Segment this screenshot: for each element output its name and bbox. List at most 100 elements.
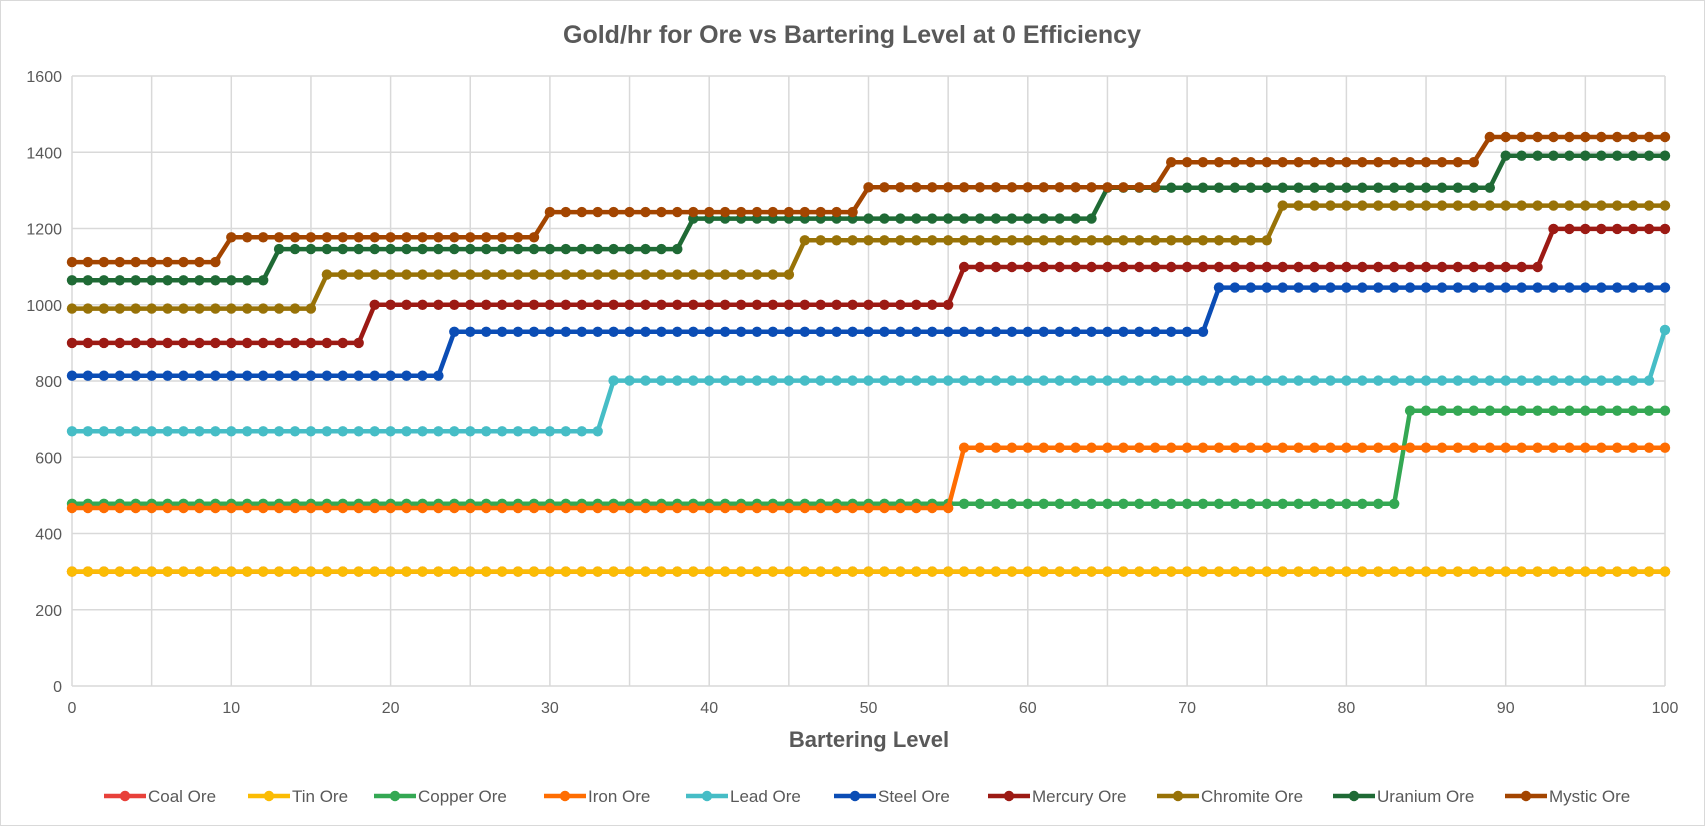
data-point	[1404, 375, 1416, 386]
data-point	[1086, 442, 1097, 453]
data-point	[1229, 282, 1241, 293]
data-point	[1277, 157, 1288, 168]
data-point	[369, 502, 380, 514]
data-point	[1054, 261, 1065, 273]
data-point	[194, 566, 205, 577]
data-point	[1627, 131, 1639, 143]
data-point	[1166, 498, 1177, 509]
data-point	[767, 326, 779, 337]
data-point	[401, 269, 412, 280]
data-point	[815, 326, 826, 337]
data-point	[1309, 498, 1320, 509]
data-point	[1213, 157, 1225, 168]
data-point	[943, 299, 954, 310]
data-point	[130, 337, 141, 349]
data-point	[640, 269, 651, 280]
data-point	[130, 275, 141, 286]
x-tick-label: 60	[1019, 700, 1037, 717]
data-point	[1181, 566, 1193, 577]
data-point	[1627, 223, 1639, 235]
data-point	[576, 566, 587, 577]
data-point	[544, 326, 556, 337]
data-point	[1357, 566, 1368, 577]
data-point	[1181, 326, 1193, 337]
data-point	[719, 502, 731, 514]
data-point	[624, 269, 635, 280]
data-point	[927, 502, 938, 514]
data-point	[1420, 566, 1432, 577]
data-point	[1022, 213, 1033, 224]
data-point	[927, 235, 938, 246]
data-point	[273, 337, 285, 349]
data-point	[1564, 200, 1575, 211]
x-tick-label: 80	[1338, 700, 1356, 717]
data-point	[1150, 235, 1161, 246]
data-point	[799, 566, 810, 577]
data-point	[528, 566, 540, 577]
data-point	[82, 370, 94, 381]
data-point	[1245, 375, 1257, 386]
data-point	[735, 269, 747, 280]
data-point	[1373, 442, 1384, 453]
data-point	[417, 232, 428, 243]
data-point	[704, 375, 715, 386]
data-point	[258, 426, 269, 437]
data-point	[1070, 375, 1081, 386]
data-point	[576, 502, 587, 514]
data-point	[1468, 566, 1480, 577]
data-point	[1102, 235, 1113, 246]
data-point	[640, 375, 651, 386]
data-point	[1436, 261, 1448, 273]
legend-marker-icon	[389, 790, 401, 802]
data-point	[321, 426, 333, 437]
data-point	[895, 299, 906, 310]
data-point	[990, 261, 1002, 273]
data-point	[879, 326, 890, 337]
data-point	[82, 303, 94, 314]
data-point	[1293, 566, 1304, 577]
data-point	[624, 299, 635, 310]
data-point	[114, 502, 126, 514]
data-point	[958, 182, 970, 193]
data-point	[1070, 498, 1081, 509]
data-point	[512, 299, 524, 310]
data-point	[719, 375, 731, 386]
data-point	[1054, 213, 1065, 224]
data-point	[162, 256, 173, 268]
data-point	[1500, 405, 1511, 416]
data-point	[1389, 261, 1400, 273]
data-point	[481, 566, 492, 577]
data-point	[688, 269, 699, 280]
data-point	[1341, 261, 1352, 273]
data-point	[417, 269, 428, 280]
data-point	[1006, 235, 1018, 246]
data-point	[1373, 375, 1384, 386]
data-point	[1134, 566, 1145, 577]
data-point	[273, 303, 285, 314]
data-point	[385, 243, 396, 255]
data-point	[1596, 223, 1607, 235]
data-point	[1038, 375, 1049, 386]
data-point	[321, 243, 333, 255]
data-point	[751, 566, 763, 577]
data-point	[560, 426, 571, 437]
series-iron-ore	[66, 442, 1671, 514]
data-point	[337, 370, 348, 381]
data-point	[1516, 566, 1527, 577]
data-point	[863, 213, 874, 224]
data-point	[1054, 442, 1065, 453]
data-point	[1213, 261, 1225, 273]
data-point	[417, 299, 428, 310]
data-point	[735, 326, 747, 337]
data-point	[767, 502, 779, 514]
data-point	[974, 326, 986, 337]
data-point	[401, 243, 412, 255]
data-point	[1118, 182, 1129, 193]
data-point	[194, 370, 205, 381]
data-point	[1643, 375, 1655, 386]
data-point	[990, 235, 1002, 246]
data-point	[592, 243, 603, 255]
data-point	[289, 232, 301, 243]
data-point	[337, 232, 348, 243]
data-point	[1484, 200, 1496, 211]
